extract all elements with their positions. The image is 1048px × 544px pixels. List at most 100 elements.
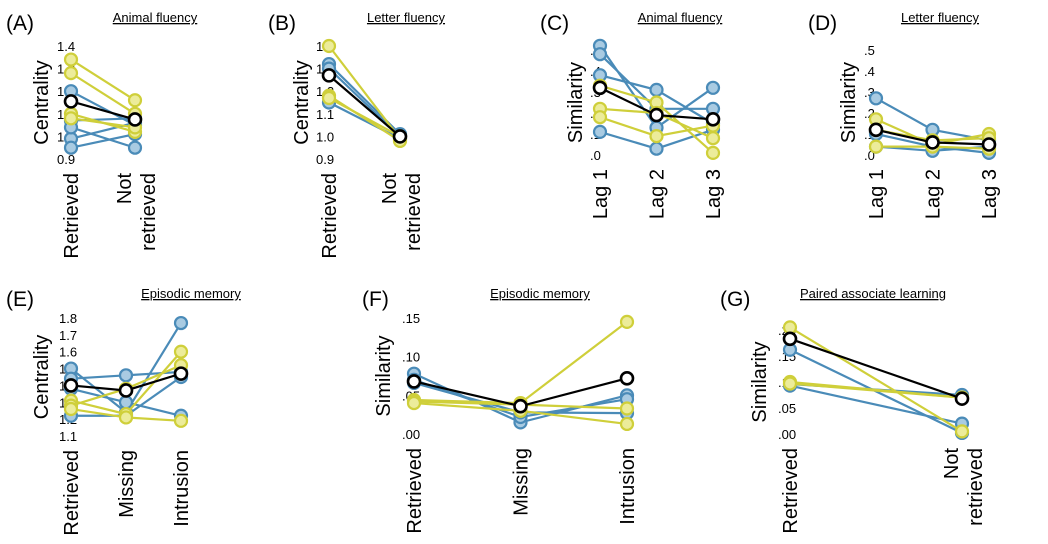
mean-point [981,137,997,152]
data-point-blue [649,141,664,156]
series-line-yellow [789,326,963,433]
x-tick-label: Retrieved [319,173,341,259]
x-tick-label: Missing [511,448,533,516]
x-tick-label: Lag 2 [647,169,669,219]
mean-point [868,122,884,138]
y-axis-label: Similarity [565,62,587,143]
series-line-yellow [70,58,136,102]
series-line-yellow [328,45,401,140]
y-tick-label: .4 [864,64,875,79]
mean-point [782,331,798,347]
panel-label: (F) [362,288,389,311]
x-tick-label: Lag 3 [979,169,1001,219]
y-tick-label: 0.9 [57,152,75,167]
y-tick-label: 1.4 [57,39,75,54]
data-point-blue [127,140,143,155]
x-tick-label: Not [379,173,401,205]
mean-point [63,378,79,393]
x-tick-label: Intrusion [171,450,193,527]
y-tick-label: .05 [778,401,796,416]
data-point-yellow [406,395,422,411]
y-tick-label: .2 [864,106,875,121]
panel-title: Paired associate learning [800,286,946,301]
x-tick-label: Intrusion [617,448,639,525]
y-tick-label: .15 [402,311,420,326]
series-line-blue [70,126,136,149]
panel-label: (C) [540,12,569,35]
y-axis-label: Centrality [31,335,53,419]
y-tick-label: .5 [864,43,875,58]
panel-a: (A)Animal fluencyCentrality0.91.01.11.21… [6,10,198,259]
y-axis-label: Centrality [291,60,313,144]
series-line-yellow [70,72,136,115]
mean-point [619,371,635,386]
data-point-blue [649,82,664,98]
mean-series-line [789,337,963,400]
data-point-blue [592,47,608,62]
data-point-blue [63,140,79,155]
y-tick-label: .00 [402,427,420,442]
x-tick-label: Retrieved [61,450,83,536]
panel-label: (B) [268,12,296,35]
x-tick-label: Lag 1 [866,169,888,219]
y-tick-label: 0.9 [316,152,334,167]
mean-point [954,391,970,406]
data-point-yellow [63,52,79,67]
y-tick-label: .10 [402,350,420,365]
data-point-yellow [705,145,721,160]
data-point-yellow [619,416,635,432]
y-tick-label: 1.1 [316,107,334,122]
y-tick-label: 1.0 [316,129,334,144]
x-tick-label: Lag 1 [590,169,612,219]
x-tick-label: Retrieved [404,448,426,534]
y-tick-label: .00 [778,427,796,442]
panel-e: (E)Episodic memoryCentrality1.11.21.31.4… [6,286,241,536]
mean-point [592,80,608,96]
panel-title: Animal fluency [638,10,723,25]
data-point-blue [173,315,189,331]
mean-series-line [328,74,401,138]
data-point-blue [592,124,608,139]
series-line-yellow [328,97,401,138]
panel-title: Episodic memory [490,286,590,301]
panel-g: (G) Paired associate learning Similarity .0… [720,286,987,534]
panel-label: (D) [808,12,837,35]
panel-label: (A) [6,12,34,35]
data-point-yellow [705,131,721,146]
data-point-yellow [649,129,664,144]
panel-title: Episodic memory [141,286,241,301]
data-point-yellow [321,38,337,54]
mean-point [513,398,528,414]
y-tick-label: 1.7 [59,328,77,343]
data-point-yellow [63,401,79,417]
x-tick-label: retrieved [138,173,160,251]
panel-title: Animal fluency [113,10,198,25]
panel-b: (B)Letter fluencyCentrality0.91.01.11.21… [268,10,446,259]
panel-f: (F)Episodic memorySimilarity.00.05.10.15… [362,286,639,534]
x-tick-label: Retrieved [61,173,83,259]
y-tick-label: .0 [864,148,875,163]
data-point-yellow [173,344,189,359]
x-tick-label: Lag 3 [703,169,725,219]
x-tick-label: Retrieved [780,448,802,534]
y-axis-label: Similarity [749,341,771,422]
y-tick-label: .0 [590,148,601,163]
mean-point [63,94,79,109]
panel-d: (D)Letter fluencySimilarity.0.1.2.3.4.5L… [808,10,1001,219]
data-point-yellow [619,314,635,329]
data-point-yellow [782,376,798,391]
data-point-blue [118,368,134,383]
data-point-yellow [118,410,134,425]
data-point-yellow [63,111,79,126]
panel-label: (E) [6,288,34,311]
data-point-blue [868,91,884,106]
data-point-yellow [127,93,143,108]
mean-point [705,112,721,127]
panel-title: Letter fluency [901,10,980,25]
data-point-yellow [63,66,79,81]
series-line-yellow [70,117,136,129]
data-point-yellow [619,401,635,416]
mean-series-line [70,100,136,121]
data-point-blue [118,395,134,410]
y-tick-label: 1.6 [59,345,77,360]
